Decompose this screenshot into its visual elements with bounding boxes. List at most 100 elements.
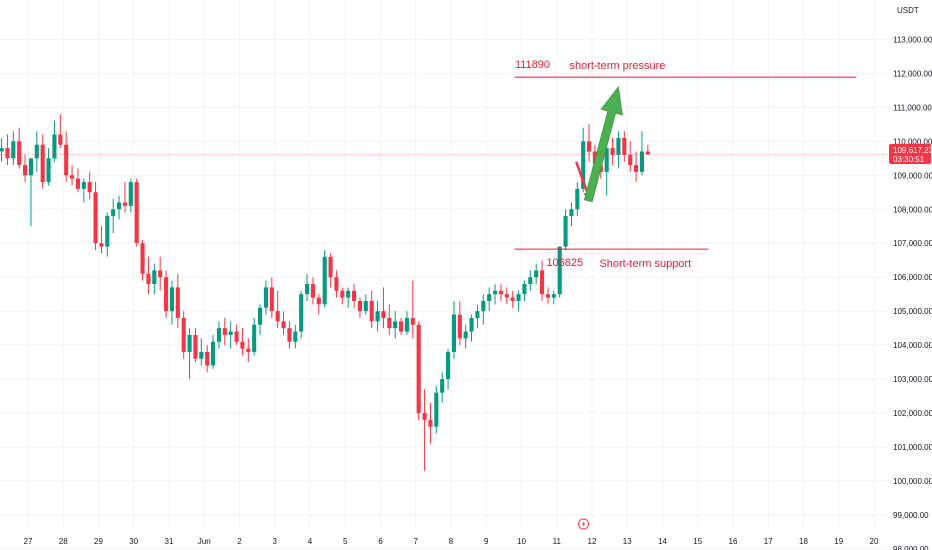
candle-body [175,287,180,318]
candle-body [587,141,592,152]
candle-body [305,284,310,295]
candle-body [287,328,292,342]
candle-body [334,277,339,291]
y-tick-label: 99,000.00 [893,511,929,520]
candle-body [211,341,216,366]
candle-body [75,178,80,189]
candle-body [81,182,86,189]
x-tick-label: 27 [24,537,33,546]
candle-body [393,321,398,329]
pressure-label: short-term pressure [569,60,665,72]
candle-body [28,158,33,176]
candle-body [164,277,169,312]
candle-body [193,334,198,359]
x-tick-label: 16 [729,537,738,546]
candle-body [158,270,163,278]
candle-body [140,243,145,274]
candle-body [199,351,204,359]
y-tick-label: 102,000.00 [893,409,932,418]
candle-body [604,148,609,172]
candle-body [516,294,521,301]
candle-body [463,331,468,339]
x-tick-label: 19 [834,537,843,546]
last-price: 109,617.22 [893,146,932,155]
x-tick-label: 10 [517,537,526,546]
candle-body [122,202,127,206]
candle-body [363,300,368,312]
candle-body [117,202,122,210]
candle-body [352,290,357,301]
candle-body [639,151,644,172]
countdown: 03:30:51 [893,155,925,164]
x-tick-label: 20 [870,537,879,546]
x-tick-label: 5 [343,537,348,546]
candle-body [346,290,351,298]
x-tick-label: 31 [165,537,174,546]
y-tick-label: 107,000.00 [893,239,932,248]
candle-body [58,134,63,145]
candle-body [487,294,492,301]
candle-body [40,144,45,183]
x-tick-label: 2 [237,537,242,546]
candle-body [252,324,257,352]
candle-body [222,328,227,335]
x-tick-label: 12 [588,537,597,546]
price-axis[interactable]: USDT 113,000.00 112,000.00 111,000.00 110,0… [887,0,932,550]
candle-body [428,419,433,427]
x-tick-label: 6 [378,537,383,546]
lightning-icon[interactable] [578,518,589,530]
x-tick-label: 7 [414,537,419,546]
candle-body [387,317,392,329]
candle-body [410,317,415,325]
candle-body [416,324,421,414]
x-tick-label: 30 [129,537,138,546]
x-tick-label: 17 [764,537,773,546]
pressure-value: 111890 [515,59,550,71]
candle-body [70,175,75,179]
candle-body [357,300,362,312]
y-tick-label: 106,000.00 [893,273,932,282]
candle-body [399,321,404,332]
candle-body [322,256,327,305]
x-tick-label: 8 [449,537,454,546]
candle-body [628,154,633,166]
candle-body [498,290,503,295]
y-tick-label: 104,000.00 [893,341,932,350]
grid [0,0,887,550]
candle-body [381,311,386,318]
support-value: 106825 [546,257,583,269]
candle-body [134,182,139,244]
candle-body [17,141,22,166]
x-tick-label: 28 [59,537,68,546]
candle-body [205,351,210,366]
y-tick-label: 111,000.00 [893,103,932,112]
x-tick-label: 11 [553,537,562,546]
support-label: Short-term support [599,258,691,270]
y-tick-label: 108,000.00 [893,205,932,214]
candle-body [375,311,380,322]
candle-body [240,341,245,349]
candle-body [404,317,409,332]
candle-body [105,216,110,247]
time-axis[interactable]: 27 28 29 30 31 Jun 2 3 4 5 6 7 8 9 10 11 12 13 14 15 16 17 18 1… [24,537,879,546]
candle-body [522,284,527,295]
candle-body [293,331,298,342]
candle-body [128,182,133,206]
candle-body [263,287,268,308]
candle-body [299,294,304,332]
candle-body [434,392,439,427]
y-tick-label: 98,000.00 [893,545,929,550]
candle-body [23,165,28,176]
candle-body [440,379,445,393]
y-tick-label: 112,000.00 [893,69,932,78]
candle-body [610,148,615,155]
current-price-tag: 109,617.22 03:30:51 [889,144,932,164]
candles [0,114,650,471]
candle-body [340,290,345,298]
candle-body [316,297,321,305]
candle-body [545,294,550,298]
candle-body [64,144,69,176]
candle-body [152,270,157,284]
candle-body [87,182,92,193]
